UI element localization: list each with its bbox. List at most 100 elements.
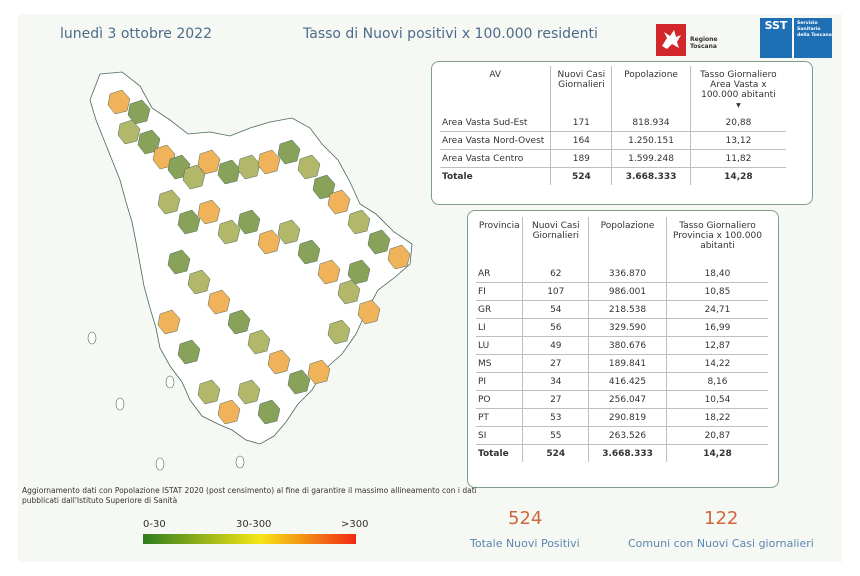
municipality-area[interactable] <box>207 289 231 315</box>
table-cell: 54 <box>522 300 589 319</box>
regione-toscana-label: Regione Toscana <box>690 36 718 50</box>
municipality-area[interactable] <box>197 199 221 225</box>
table-cell: PT <box>476 408 523 427</box>
color-scale-legend <box>143 534 356 544</box>
table-cell: 20,87 <box>665 426 768 445</box>
table-cell: 18,40 <box>665 265 768 283</box>
pegasus-flag-icon <box>656 24 686 56</box>
table-cell: 256.047 <box>588 390 667 409</box>
municipality-area[interactable] <box>117 119 141 145</box>
col-nuovi-casi[interactable]: Nuovi Casi Giornalieri <box>550 66 612 114</box>
provincia-table: Provincia Nuovi Casi Giornalieri Popolaz… <box>467 210 779 488</box>
table-cell: 8,16 <box>665 372 768 391</box>
table-cell: 164 <box>550 131 612 150</box>
municipality-area[interactable] <box>297 154 321 180</box>
table-row[interactable]: PO 27 256.047 10,54 <box>476 390 768 409</box>
table-cell: 18,22 <box>665 408 768 427</box>
total-cell: 3.668.333 <box>611 167 691 185</box>
island-area[interactable] <box>115 397 125 411</box>
municipality-area[interactable] <box>237 379 261 405</box>
table-cell: 107 <box>522 282 589 301</box>
municipality-area[interactable] <box>177 209 201 235</box>
col-tasso-provincia[interactable]: Tasso Giornaliero Provincia x 100.000 ab… <box>665 217 768 265</box>
table-row[interactable]: MS 27 189.841 14,22 <box>476 354 768 373</box>
municipality-area[interactable] <box>327 189 351 215</box>
area-vasta-table: AV Nuovi Casi Giornalieri Popolazione Ta… <box>431 61 813 205</box>
municipality-area[interactable] <box>182 164 206 190</box>
municipality-area[interactable] <box>217 219 241 245</box>
col-av[interactable]: AV <box>489 70 502 80</box>
municipality-area[interactable] <box>157 309 181 335</box>
table-cell: 55 <box>522 426 589 445</box>
total-cell: Totale <box>478 448 509 459</box>
table-row[interactable]: GR 54 218.538 24,71 <box>476 300 768 319</box>
municipality-area[interactable] <box>307 359 331 385</box>
table-row[interactable]: FI 107 986.001 10,85 <box>476 282 768 301</box>
table-cell: 189 <box>550 149 612 168</box>
table-cell: 336.870 <box>588 265 667 283</box>
table-row[interactable]: PI 34 416.425 8,16 <box>476 372 768 391</box>
sst-name: Servizio Sanitario della Toscana <box>794 18 832 58</box>
table-cell: LU <box>476 336 523 355</box>
municipality-area[interactable] <box>227 309 251 335</box>
municipality-area[interactable] <box>267 349 291 375</box>
municipality-area[interactable] <box>247 329 271 355</box>
map-areas[interactable] <box>87 71 413 471</box>
municipality-area[interactable] <box>277 139 301 165</box>
sst-mark: SST <box>760 18 792 58</box>
table-row[interactable]: SI 55 263.526 20,87 <box>476 426 768 445</box>
table-row[interactable]: AR 62 336.870 18,40 <box>476 265 768 283</box>
municipality-area[interactable] <box>127 99 151 125</box>
municipality-area[interactable] <box>197 379 221 405</box>
municipality-area[interactable] <box>167 249 191 275</box>
table-row[interactable]: Area Vasta Sud-Est 171 818.934 20,88 <box>440 114 786 132</box>
municipality-area[interactable] <box>287 369 311 395</box>
col-popolazione[interactable]: Popolazione <box>588 217 667 265</box>
col-popolazione[interactable]: Popolazione <box>611 66 691 114</box>
table-cell: 12,87 <box>665 336 768 355</box>
table-cell: 189.841 <box>588 354 667 373</box>
municipality-area[interactable] <box>107 89 131 115</box>
col-provincia[interactable]: Provincia <box>478 221 520 231</box>
municipality-area[interactable] <box>237 154 261 180</box>
tuscany-choropleth-map[interactable] <box>60 64 440 474</box>
table-cell: 24,71 <box>665 300 768 319</box>
col-tasso-av[interactable]: Tasso Giornaliero Area Vasta x 100.000 a… <box>689 66 786 114</box>
municipality-area[interactable] <box>327 319 351 345</box>
municipality-area[interactable] <box>387 244 411 270</box>
table-cell: PI <box>476 372 523 391</box>
municipality-area[interactable] <box>217 399 241 425</box>
table-row[interactable]: LU 49 380.676 12,87 <box>476 336 768 355</box>
municipality-area[interactable] <box>297 239 321 265</box>
municipality-area[interactable] <box>317 259 341 285</box>
table-cell: 10,54 <box>665 390 768 409</box>
table-row[interactable]: Area Vasta Centro 189 1.599.248 11,82 <box>440 149 786 168</box>
municipality-area[interactable] <box>237 209 261 235</box>
municipality-area[interactable] <box>367 229 391 255</box>
island-area[interactable] <box>155 457 165 471</box>
col-nuovi-casi[interactable]: Nuovi Casi Giornalieri <box>522 217 589 265</box>
total-cell: 524 <box>522 444 589 462</box>
municipality-area[interactable] <box>347 259 371 285</box>
municipality-area[interactable] <box>157 189 181 215</box>
table-row[interactable]: Area Vasta Nord-Ovest 164 1.250.151 13,12 <box>440 131 786 150</box>
municipality-area[interactable] <box>187 269 211 295</box>
municipality-area[interactable] <box>257 399 281 425</box>
island-area[interactable] <box>87 331 97 345</box>
island-area[interactable] <box>235 455 245 469</box>
table-cell: 329.590 <box>588 318 667 337</box>
municipality-area[interactable] <box>257 229 281 255</box>
municipality-area[interactable] <box>357 299 381 325</box>
island-area[interactable] <box>165 375 175 389</box>
total-cell: 524 <box>550 167 612 185</box>
table-row[interactable]: LI 56 329.590 16,99 <box>476 318 768 337</box>
municipality-area[interactable] <box>347 209 371 235</box>
municipality-area[interactable] <box>277 219 301 245</box>
data-note: Aggiornamento dati con Popolazione ISTAT… <box>22 486 477 505</box>
table-row[interactable]: PT 53 290.819 18,22 <box>476 408 768 427</box>
sort-desc-icon[interactable]: ▼ <box>736 102 741 109</box>
municipality-area[interactable] <box>217 159 241 185</box>
municipality-area[interactable] <box>197 149 221 175</box>
municipality-area[interactable] <box>177 339 201 365</box>
municipality-area[interactable] <box>257 149 281 175</box>
